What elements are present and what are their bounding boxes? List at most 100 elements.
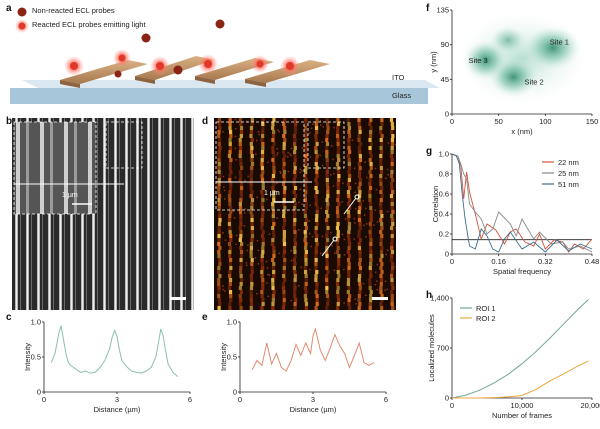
stripe-segment [240, 166, 244, 170]
noise-speck [298, 229, 300, 231]
stripe-segment [336, 118, 340, 122]
stripe-segment [238, 170, 242, 174]
stripe-segment [272, 198, 276, 202]
stripe-segment [380, 142, 384, 146]
stripe-segment [218, 210, 222, 214]
noise-speck [287, 156, 289, 158]
stripe-segment [369, 274, 373, 278]
stripe-segment [357, 230, 361, 234]
stripe-segment [228, 190, 232, 194]
stripe-segment [358, 274, 362, 278]
stripe-segment [238, 118, 242, 122]
stripe-segment [272, 194, 276, 198]
stripe-segment [390, 142, 395, 146]
stripe-segment [315, 242, 319, 246]
stripe-segment [217, 306, 221, 310]
stripe-segment [380, 226, 384, 230]
panel-d-scalebar [372, 297, 388, 300]
stripe-segment [337, 202, 341, 206]
stripe-segment [228, 246, 233, 250]
noise-speck [268, 274, 271, 276]
stripe-segment [282, 302, 286, 306]
legend-nonreacted-marker [17, 7, 27, 17]
stripe-segment [358, 258, 362, 262]
stripe-segment [260, 294, 264, 298]
noise-speck [224, 239, 227, 241]
noise-speck [321, 164, 324, 167]
site-label: Site 1 [550, 38, 569, 47]
stripe-segment [239, 134, 243, 138]
stripe-segment [390, 290, 394, 294]
stripe-segment [369, 154, 373, 158]
stripe-segment [314, 274, 318, 278]
stripe-segment [271, 218, 275, 222]
stripe-segment [335, 250, 340, 254]
stripe-segment [218, 126, 222, 130]
stripe-segment [250, 214, 254, 218]
stripe-segment [293, 262, 297, 266]
stripe-segment [217, 118, 222, 122]
stripe-segment [314, 258, 318, 262]
stripe-segment [260, 178, 265, 182]
noise-speck [376, 221, 379, 223]
stripe-segment [271, 206, 275, 210]
legend-label: 25 nm [558, 169, 579, 178]
stripe-segment [368, 202, 373, 206]
stripe-segment [336, 270, 340, 274]
stripe-segment [229, 186, 233, 190]
stripe-segment [325, 262, 329, 266]
stripe-segment [271, 226, 275, 230]
stripe-segment [293, 254, 297, 258]
stripe-segment [379, 278, 384, 282]
noise-speck [312, 123, 314, 125]
stripe-segment [271, 282, 275, 286]
intensity-profile-line [251, 327, 375, 372]
noise-speck [268, 233, 271, 235]
stripe-segment [368, 198, 372, 202]
glass-layer [10, 88, 428, 104]
stripe-segment [336, 294, 340, 298]
stripe-segment [228, 146, 233, 150]
noise-speck [332, 158, 334, 161]
noise-speck [266, 282, 268, 284]
stripe-segment [260, 262, 264, 266]
stripe-segment [249, 242, 253, 246]
stripe-segment [336, 286, 340, 290]
noise-speck [341, 233, 344, 236]
stripe-segment [315, 298, 319, 302]
noise-speck [245, 262, 248, 264]
stripe-segment [217, 186, 221, 190]
noise-speck [254, 257, 257, 259]
stripe-segment [293, 174, 297, 178]
stripe-segment [390, 130, 394, 134]
noise-speck [276, 182, 278, 185]
stripe-segment [217, 230, 221, 234]
noise-speck [344, 218, 347, 220]
stripe-segment [282, 242, 287, 246]
stripe-segment [390, 274, 394, 278]
legend-label: 51 nm [558, 180, 579, 189]
stripe-segment [315, 286, 319, 290]
stripe-segment [249, 182, 253, 186]
x-tick-label: 100 [539, 117, 552, 126]
stripe-segment [304, 258, 308, 262]
noise-speck [385, 253, 387, 256]
stripe-segment [228, 250, 232, 254]
stripe-segment [314, 246, 318, 250]
stripe-segment [315, 222, 319, 226]
stripe-segment [261, 134, 265, 138]
legend-nonreacted-text: Non-reacted ECL probes [32, 6, 115, 15]
stripe-segment [325, 174, 329, 178]
stripe-segment [218, 214, 222, 218]
stripe-segment [271, 138, 275, 142]
stripe-segment [346, 250, 350, 254]
noise-speck [386, 249, 389, 251]
stripe-segment [272, 170, 276, 174]
stripe-segment [217, 290, 221, 294]
stripe-segment [260, 218, 264, 222]
stripe-segment [272, 154, 276, 158]
stripe-segment [304, 166, 308, 170]
stripe-segment [239, 266, 243, 270]
stripe-segment [238, 178, 242, 182]
stripe-segment [325, 182, 330, 186]
